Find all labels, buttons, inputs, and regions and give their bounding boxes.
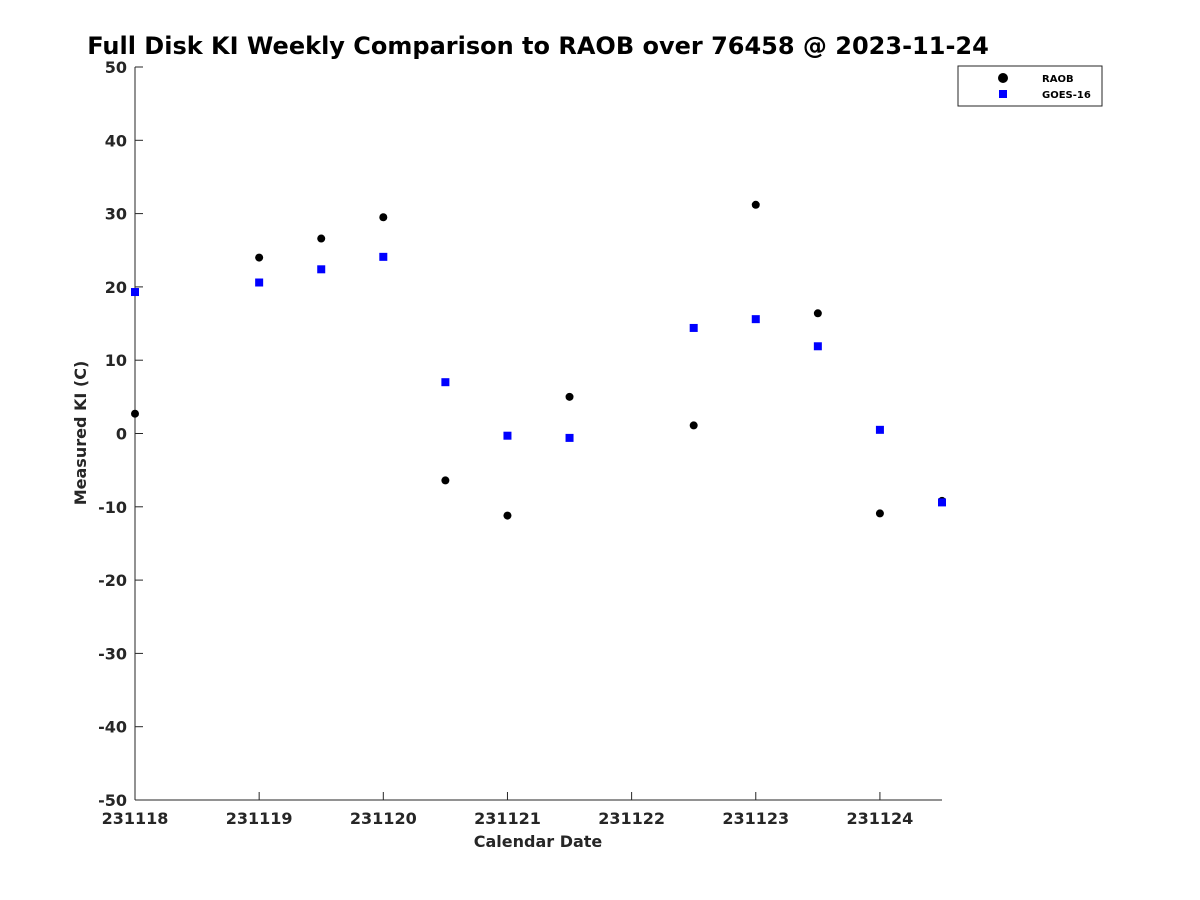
legend-marker-raob (998, 73, 1008, 83)
goes-16-point (689, 323, 698, 332)
goes-16-point (131, 288, 139, 297)
y-tick-label: 50 (105, 58, 127, 77)
y-tick-label: 0 (116, 425, 127, 444)
raob-point (503, 511, 512, 520)
legend-label-raob: RAOB (1042, 74, 1074, 85)
y-tick-label: -50 (98, 791, 127, 810)
goes-16-point (379, 252, 388, 261)
raob-point (441, 476, 450, 485)
x-tick-label: 231120 (350, 809, 417, 828)
legend-marker-goes-16 (999, 90, 1007, 98)
goes-16-point (317, 265, 326, 274)
raob-point (565, 392, 574, 401)
y-tick-label: -20 (98, 571, 127, 590)
x-tick-label: 231119 (226, 809, 293, 828)
y-tick-label: -10 (98, 498, 127, 517)
y-tick-label: 20 (105, 278, 127, 297)
y-tick-label: 10 (105, 351, 127, 370)
data-marks (131, 200, 946, 520)
x-tick-label: 231118 (102, 809, 169, 828)
raob-point (131, 409, 139, 418)
y-tick-label: -30 (98, 644, 127, 663)
raob-point (813, 309, 822, 318)
y-tick-label: 30 (105, 205, 127, 224)
legend: RAOB GOES-16 (957, 65, 1103, 107)
legend-box (957, 65, 1103, 107)
raob-point (875, 509, 884, 518)
goes-16-point (875, 425, 884, 434)
x-tick-label: 231124 (847, 809, 914, 828)
raob-point (317, 234, 326, 243)
goes-16-point (565, 433, 574, 442)
goes-16-point (255, 278, 264, 287)
y-tick-label: 40 (105, 131, 127, 150)
y-tick-label: -40 (98, 718, 127, 737)
goes-16-point (503, 431, 512, 440)
raob-point (689, 421, 698, 430)
chart-title: Full Disk KI Weekly Comparison to RAOB o… (87, 32, 989, 60)
goes-16-point (813, 342, 822, 351)
goes-16-point (751, 315, 760, 324)
y-axis-label: Measured KI (C) (71, 361, 90, 506)
x-tick-label: 231121 (474, 809, 541, 828)
axes (134, 67, 942, 801)
x-tick-label: 231122 (598, 809, 665, 828)
x-tick-label: 231123 (722, 809, 789, 828)
goes-16-point (441, 378, 450, 387)
legend-label-goes-16: GOES-16 (1042, 90, 1091, 101)
raob-point (379, 213, 388, 222)
goes-16-point (938, 498, 946, 507)
raob-point (751, 200, 760, 209)
raob-point (255, 253, 264, 262)
x-axis-label: Calendar Date (474, 832, 603, 851)
